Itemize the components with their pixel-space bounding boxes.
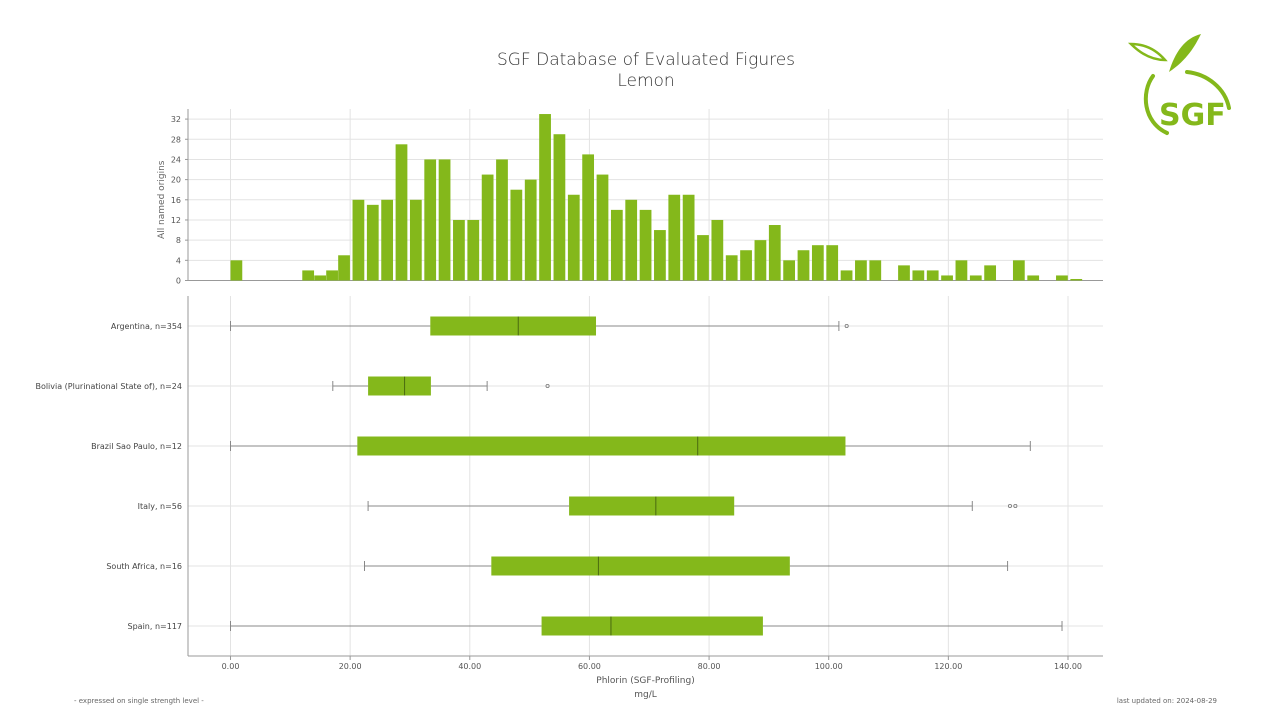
hist-bar (396, 144, 408, 280)
hist-bar (1056, 275, 1068, 280)
box-xtick-label: 0.00 (222, 662, 240, 671)
hist-bar (496, 159, 508, 280)
hist-ytick-label: 0 (176, 277, 181, 286)
hist-bar (855, 260, 867, 280)
hist-bar (740, 250, 752, 280)
hist-bar (654, 230, 666, 280)
box-group-label: Bolivia (Plurinational State of), n=24 (35, 382, 182, 391)
hist-bar (314, 275, 326, 280)
hist-bar (381, 200, 393, 281)
hist-bar (826, 245, 838, 280)
hist-bar (625, 200, 637, 281)
box-xtick-label: 120.00 (934, 662, 962, 671)
hist-bar (697, 235, 709, 280)
box-xtick-label: 140.00 (1054, 662, 1082, 671)
hist-bar (783, 260, 795, 280)
box-xtick-label: 60.00 (578, 662, 601, 671)
hist-bar (525, 180, 537, 281)
box-group-label: Brazil Sao Paulo, n=12 (91, 442, 182, 451)
hist-bar (367, 205, 379, 281)
hist-ylabel: All named origins (157, 160, 167, 239)
hist-bar (326, 270, 338, 280)
hist-bar (1013, 260, 1025, 280)
box-group-label: South Africa, n=16 (106, 562, 182, 571)
hist-bar (482, 175, 494, 281)
hist-bar (711, 220, 723, 281)
hist-bar (439, 159, 451, 280)
hist-bar (611, 210, 623, 281)
hist-bar (1070, 279, 1082, 281)
hist-bar (640, 210, 652, 281)
hist-bar (668, 195, 680, 281)
box-xlabel: Phlorin (SGF-Profiling) (596, 676, 694, 686)
hist-bar (683, 195, 695, 281)
hist-bar (841, 270, 853, 280)
hist-bar (424, 159, 436, 280)
box-xunit: mg/L (634, 690, 657, 700)
hist-bar (956, 260, 968, 280)
box-iqr (430, 317, 596, 336)
hist-bar (554, 134, 566, 280)
box-iqr (542, 617, 763, 636)
hist-bar (898, 265, 910, 280)
hist-bar (510, 190, 522, 281)
hist-bar (769, 225, 781, 280)
box-iqr (491, 557, 790, 576)
hist-bar (410, 200, 422, 281)
hist-bar (568, 195, 580, 281)
hist-bar (798, 250, 810, 280)
hist-bar (927, 270, 939, 280)
footer-date: last updated on: 2024-08-29 (1117, 697, 1217, 705)
hist-bar (467, 220, 479, 281)
histogram: 0 4 8 12 16 20 24 28 32 All named origins (157, 109, 1103, 286)
hist-bar (582, 154, 594, 280)
hist-ytick-label: 12 (171, 216, 181, 225)
hist-bar (755, 240, 767, 280)
hist-bar (970, 275, 982, 280)
hist-ytick-label: 32 (171, 115, 181, 124)
hist-bar (453, 220, 465, 281)
hist-ytick-label: 24 (171, 155, 181, 164)
hist-bar (812, 245, 824, 280)
box-xtick-label: 20.00 (339, 662, 362, 671)
boxplot: 0.00 20.00 40.00 60.00 80.00 100.00 120.00 140.… (35, 296, 1103, 700)
hist-ytick-label: 28 (171, 135, 181, 144)
hist-bar (984, 265, 996, 280)
box-iqr (569, 497, 734, 516)
box-xtick-label: 80.00 (698, 662, 721, 671)
hist-bar (302, 270, 314, 280)
hist-bar (353, 200, 365, 281)
hist-ytick-label: 20 (171, 176, 181, 185)
footer-note: - expressed on single strength level - (74, 697, 204, 705)
box-group-label: Spain, n=117 (128, 622, 182, 631)
box-iqr (368, 377, 431, 396)
box-iqr (357, 437, 845, 456)
hist-ytick-label: 8 (176, 236, 181, 245)
hist-bar (1027, 275, 1039, 280)
box-xtick-label: 40.00 (458, 662, 481, 671)
hist-ytick-label: 4 (176, 256, 181, 265)
hist-bar (338, 255, 350, 280)
hist-bar (941, 275, 953, 280)
hist-bar (869, 260, 881, 280)
box-xtick-label: 100.00 (815, 662, 843, 671)
box-group-label: Italy, n=56 (138, 502, 182, 511)
hist-bar (539, 114, 551, 280)
hist-ytick-label: 16 (171, 196, 181, 205)
hist-bar (231, 260, 243, 280)
hist-bar (726, 255, 738, 280)
hist-bar (597, 175, 609, 281)
box-group-label: Argentina, n=354 (111, 322, 182, 331)
hist-bar (912, 270, 924, 280)
